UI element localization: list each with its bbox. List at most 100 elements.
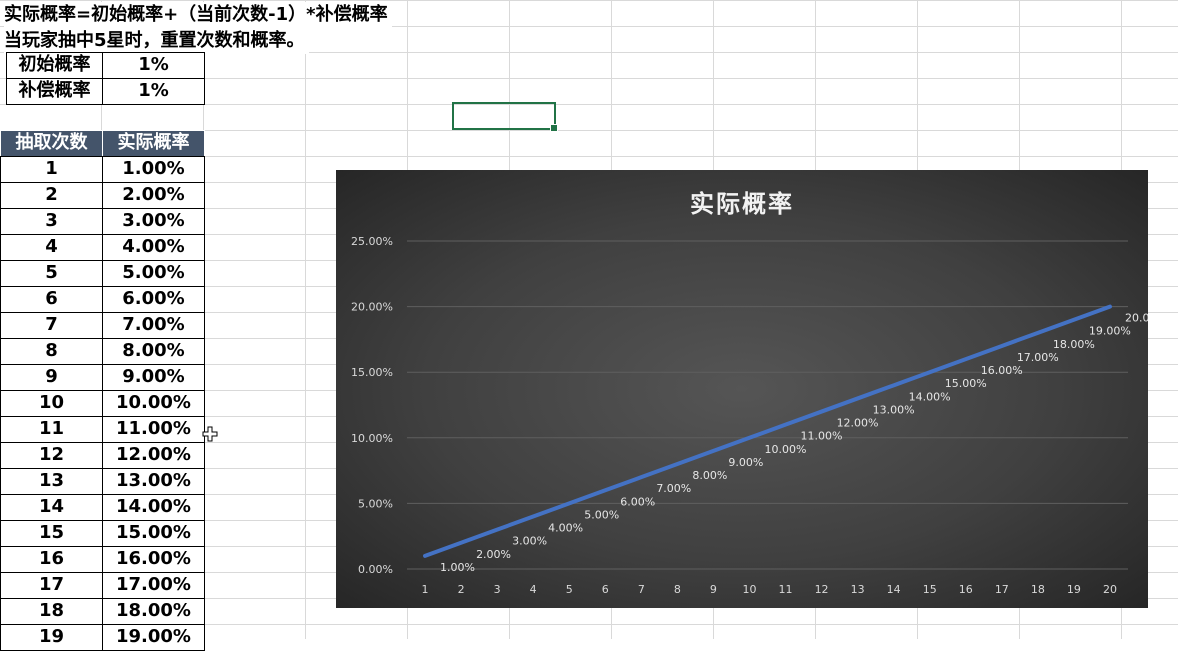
x-tick-label: 17 <box>995 583 1009 596</box>
data-label: 8.00% <box>692 469 727 482</box>
x-tick-label: 14 <box>887 583 901 596</box>
param-label-initial[interactable]: 初始概率 <box>6 52 103 79</box>
data-point[interactable] <box>675 462 679 466</box>
line-chart[interactable]: 实际概率 0.00% 5.00% 10.00% 15.00% 20.00% 25.00% 1… <box>336 170 1148 608</box>
table-cell-draw-count[interactable]: 19 <box>0 624 103 651</box>
table-cell-probability[interactable]: 16.00% <box>102 546 205 573</box>
table-cell-draw-count[interactable]: 18 <box>0 598 103 625</box>
table-cell-probability[interactable]: 2.00% <box>102 182 205 209</box>
param-value-compensation[interactable]: 1% <box>102 78 205 105</box>
x-tick-label: 18 <box>1031 583 1045 596</box>
table-cell-draw-count[interactable]: 12 <box>0 442 103 469</box>
formula-description[interactable]: 实际概率=初始概率+（当前次数-1）*补偿概率 <box>4 2 392 28</box>
table-cell-probability[interactable]: 13.00% <box>102 468 205 495</box>
table-cell-draw-count[interactable]: 15 <box>0 520 103 547</box>
table-cell-probability[interactable]: 10.00% <box>102 390 205 417</box>
data-label: 20.00% <box>1125 312 1148 325</box>
table-cell-probability[interactable]: 12.00% <box>102 442 205 469</box>
data-label: 13.00% <box>873 403 915 416</box>
table-header-draw-count[interactable]: 抽取次数 <box>0 130 103 157</box>
cell-cursor-icon <box>202 426 218 442</box>
table-cell-probability[interactable]: 19.00% <box>102 624 205 651</box>
table-cell-draw-count[interactable]: 1 <box>0 156 103 183</box>
y-tick-label: 10.00% <box>351 432 393 445</box>
x-tick-label: 3 <box>494 583 501 596</box>
data-point[interactable] <box>531 515 535 519</box>
data-point[interactable] <box>784 423 788 427</box>
data-label: 15.00% <box>945 377 987 390</box>
table-cell-probability[interactable]: 4.00% <box>102 234 205 261</box>
x-tick-label: 7 <box>638 583 645 596</box>
table-cell-draw-count[interactable]: 14 <box>0 494 103 521</box>
data-point[interactable] <box>1072 318 1076 322</box>
x-tick-label: 20 <box>1103 583 1117 596</box>
table-cell-probability[interactable]: 15.00% <box>102 520 205 547</box>
table-cell-draw-count[interactable]: 7 <box>0 312 103 339</box>
table-cell-draw-count[interactable]: 13 <box>0 468 103 495</box>
table-cell-draw-count[interactable]: 5 <box>0 260 103 287</box>
table-cell-probability[interactable]: 9.00% <box>102 364 205 391</box>
table-cell-draw-count[interactable]: 9 <box>0 364 103 391</box>
data-point[interactable] <box>892 383 896 387</box>
x-tick-label: 13 <box>851 583 865 596</box>
table-cell-probability[interactable]: 3.00% <box>102 208 205 235</box>
selected-cell[interactable] <box>452 102 558 132</box>
data-label: 11.00% <box>801 430 843 443</box>
table-cell-probability[interactable]: 1.00% <box>102 156 205 183</box>
table-cell-probability[interactable]: 11.00% <box>102 416 205 443</box>
fill-handle[interactable] <box>550 124 558 132</box>
param-label-compensation[interactable]: 补偿概率 <box>6 78 103 105</box>
data-point[interactable] <box>639 475 643 479</box>
table-cell-draw-count[interactable]: 16 <box>0 546 103 573</box>
table-cell-draw-count[interactable]: 3 <box>0 208 103 235</box>
data-label: 9.00% <box>728 456 763 469</box>
data-label: 17.00% <box>1017 351 1059 364</box>
data-label: 14.00% <box>909 390 951 403</box>
x-tick-label: 11 <box>779 583 793 596</box>
data-label: 3.00% <box>512 535 547 548</box>
table-cell-probability[interactable]: 6.00% <box>102 286 205 313</box>
data-point[interactable] <box>495 528 499 532</box>
data-label: 10.00% <box>764 443 806 456</box>
x-tick-label: 4 <box>530 583 537 596</box>
data-label: 2.00% <box>476 548 511 561</box>
table-cell-draw-count[interactable]: 2 <box>0 182 103 209</box>
x-tick-label: 1 <box>422 583 429 596</box>
table-cell-probability[interactable]: 14.00% <box>102 494 205 521</box>
data-point[interactable] <box>820 410 824 414</box>
data-label: 6.00% <box>620 495 655 508</box>
table-cell-draw-count[interactable]: 11 <box>0 416 103 443</box>
data-point[interactable] <box>964 357 968 361</box>
data-point[interactable] <box>423 554 427 558</box>
table-cell-probability[interactable]: 8.00% <box>102 338 205 365</box>
table-header-actual-probability[interactable]: 实际概率 <box>102 130 205 157</box>
table-cell-draw-count[interactable]: 8 <box>0 338 103 365</box>
series-line[interactable] <box>423 304 1112 558</box>
data-point[interactable] <box>747 436 751 440</box>
data-point[interactable] <box>1000 344 1004 348</box>
y-tick-label: 0.00% <box>358 563 393 576</box>
data-point[interactable] <box>459 541 463 545</box>
table-cell-probability[interactable]: 5.00% <box>102 260 205 287</box>
table-cell-draw-count[interactable]: 4 <box>0 234 103 261</box>
data-label: 1.00% <box>440 561 475 574</box>
param-value-initial[interactable]: 1% <box>102 52 205 79</box>
table-cell-draw-count[interactable]: 10 <box>0 390 103 417</box>
data-point[interactable] <box>1108 305 1112 309</box>
data-point[interactable] <box>603 488 607 492</box>
data-point[interactable] <box>711 449 715 453</box>
x-tick-label: 5 <box>566 583 573 596</box>
table-cell-draw-count[interactable]: 17 <box>0 572 103 599</box>
data-point[interactable] <box>1036 331 1040 335</box>
reset-note[interactable]: 当玩家抽中5星时，重置次数和概率。 <box>4 28 309 54</box>
data-label: 7.00% <box>656 482 691 495</box>
table-cell-probability[interactable]: 18.00% <box>102 598 205 625</box>
data-point[interactable] <box>928 370 932 374</box>
data-point[interactable] <box>567 501 571 505</box>
data-label: 4.00% <box>548 522 583 535</box>
x-tick-label: 19 <box>1067 583 1081 596</box>
table-cell-probability[interactable]: 17.00% <box>102 572 205 599</box>
table-cell-draw-count[interactable]: 6 <box>0 286 103 313</box>
data-point[interactable] <box>856 396 860 400</box>
table-cell-probability[interactable]: 7.00% <box>102 312 205 339</box>
